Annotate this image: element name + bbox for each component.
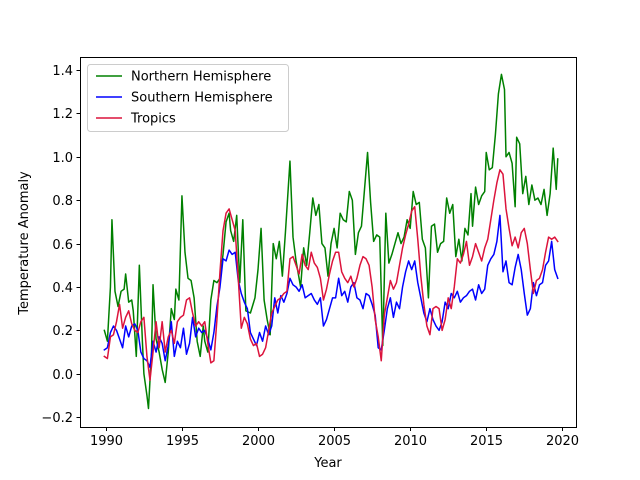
legend-label: Tropics xyxy=(130,112,176,127)
y-axis: −0.2 0.0 0.2 0.4 0.6 0.8 1.0 1.2 1.4 xyxy=(41,64,81,426)
legend-label: Northern Hemisphere xyxy=(131,70,271,85)
x-tick-label: 2010 xyxy=(394,434,427,449)
x-axis: 1990 1995 2000 2005 2010 2015 2020 xyxy=(90,427,579,449)
legend-box xyxy=(87,64,289,132)
y-tick-label: 0.8 xyxy=(52,194,73,209)
x-tick-label: 2000 xyxy=(242,434,275,449)
series-layer xyxy=(103,73,559,410)
legend: Northern Hemisphere Southern Hemisphere Tr… xyxy=(87,64,289,132)
x-axis-label: Year xyxy=(313,456,342,471)
series-line-southern-hemisphere xyxy=(103,214,559,368)
legend-label: Southern Hemisphere xyxy=(131,91,273,106)
y-tick-label: 1.0 xyxy=(52,151,73,166)
y-tick-label: −0.2 xyxy=(41,411,73,426)
y-tick-label: 0.4 xyxy=(52,281,73,296)
y-tick-label: 1.4 xyxy=(52,64,73,79)
y-tick-label: 0.6 xyxy=(52,238,73,253)
series-line-northern-hemisphere xyxy=(103,73,559,410)
x-tick-label: 1995 xyxy=(166,434,199,449)
y-tick-label: 1.2 xyxy=(52,107,73,122)
series-line-tropics xyxy=(103,169,559,382)
x-tick-label: 2020 xyxy=(546,434,579,449)
y-axis-label: Temperature Anomaly xyxy=(17,171,32,316)
x-tick-label: 2015 xyxy=(470,434,503,449)
x-tick-label: 1990 xyxy=(90,434,123,449)
x-tick-label: 2005 xyxy=(318,434,351,449)
y-tick-label: 0.0 xyxy=(52,368,73,383)
y-tick-label: 0.2 xyxy=(52,324,73,339)
plot-frame xyxy=(80,57,577,428)
